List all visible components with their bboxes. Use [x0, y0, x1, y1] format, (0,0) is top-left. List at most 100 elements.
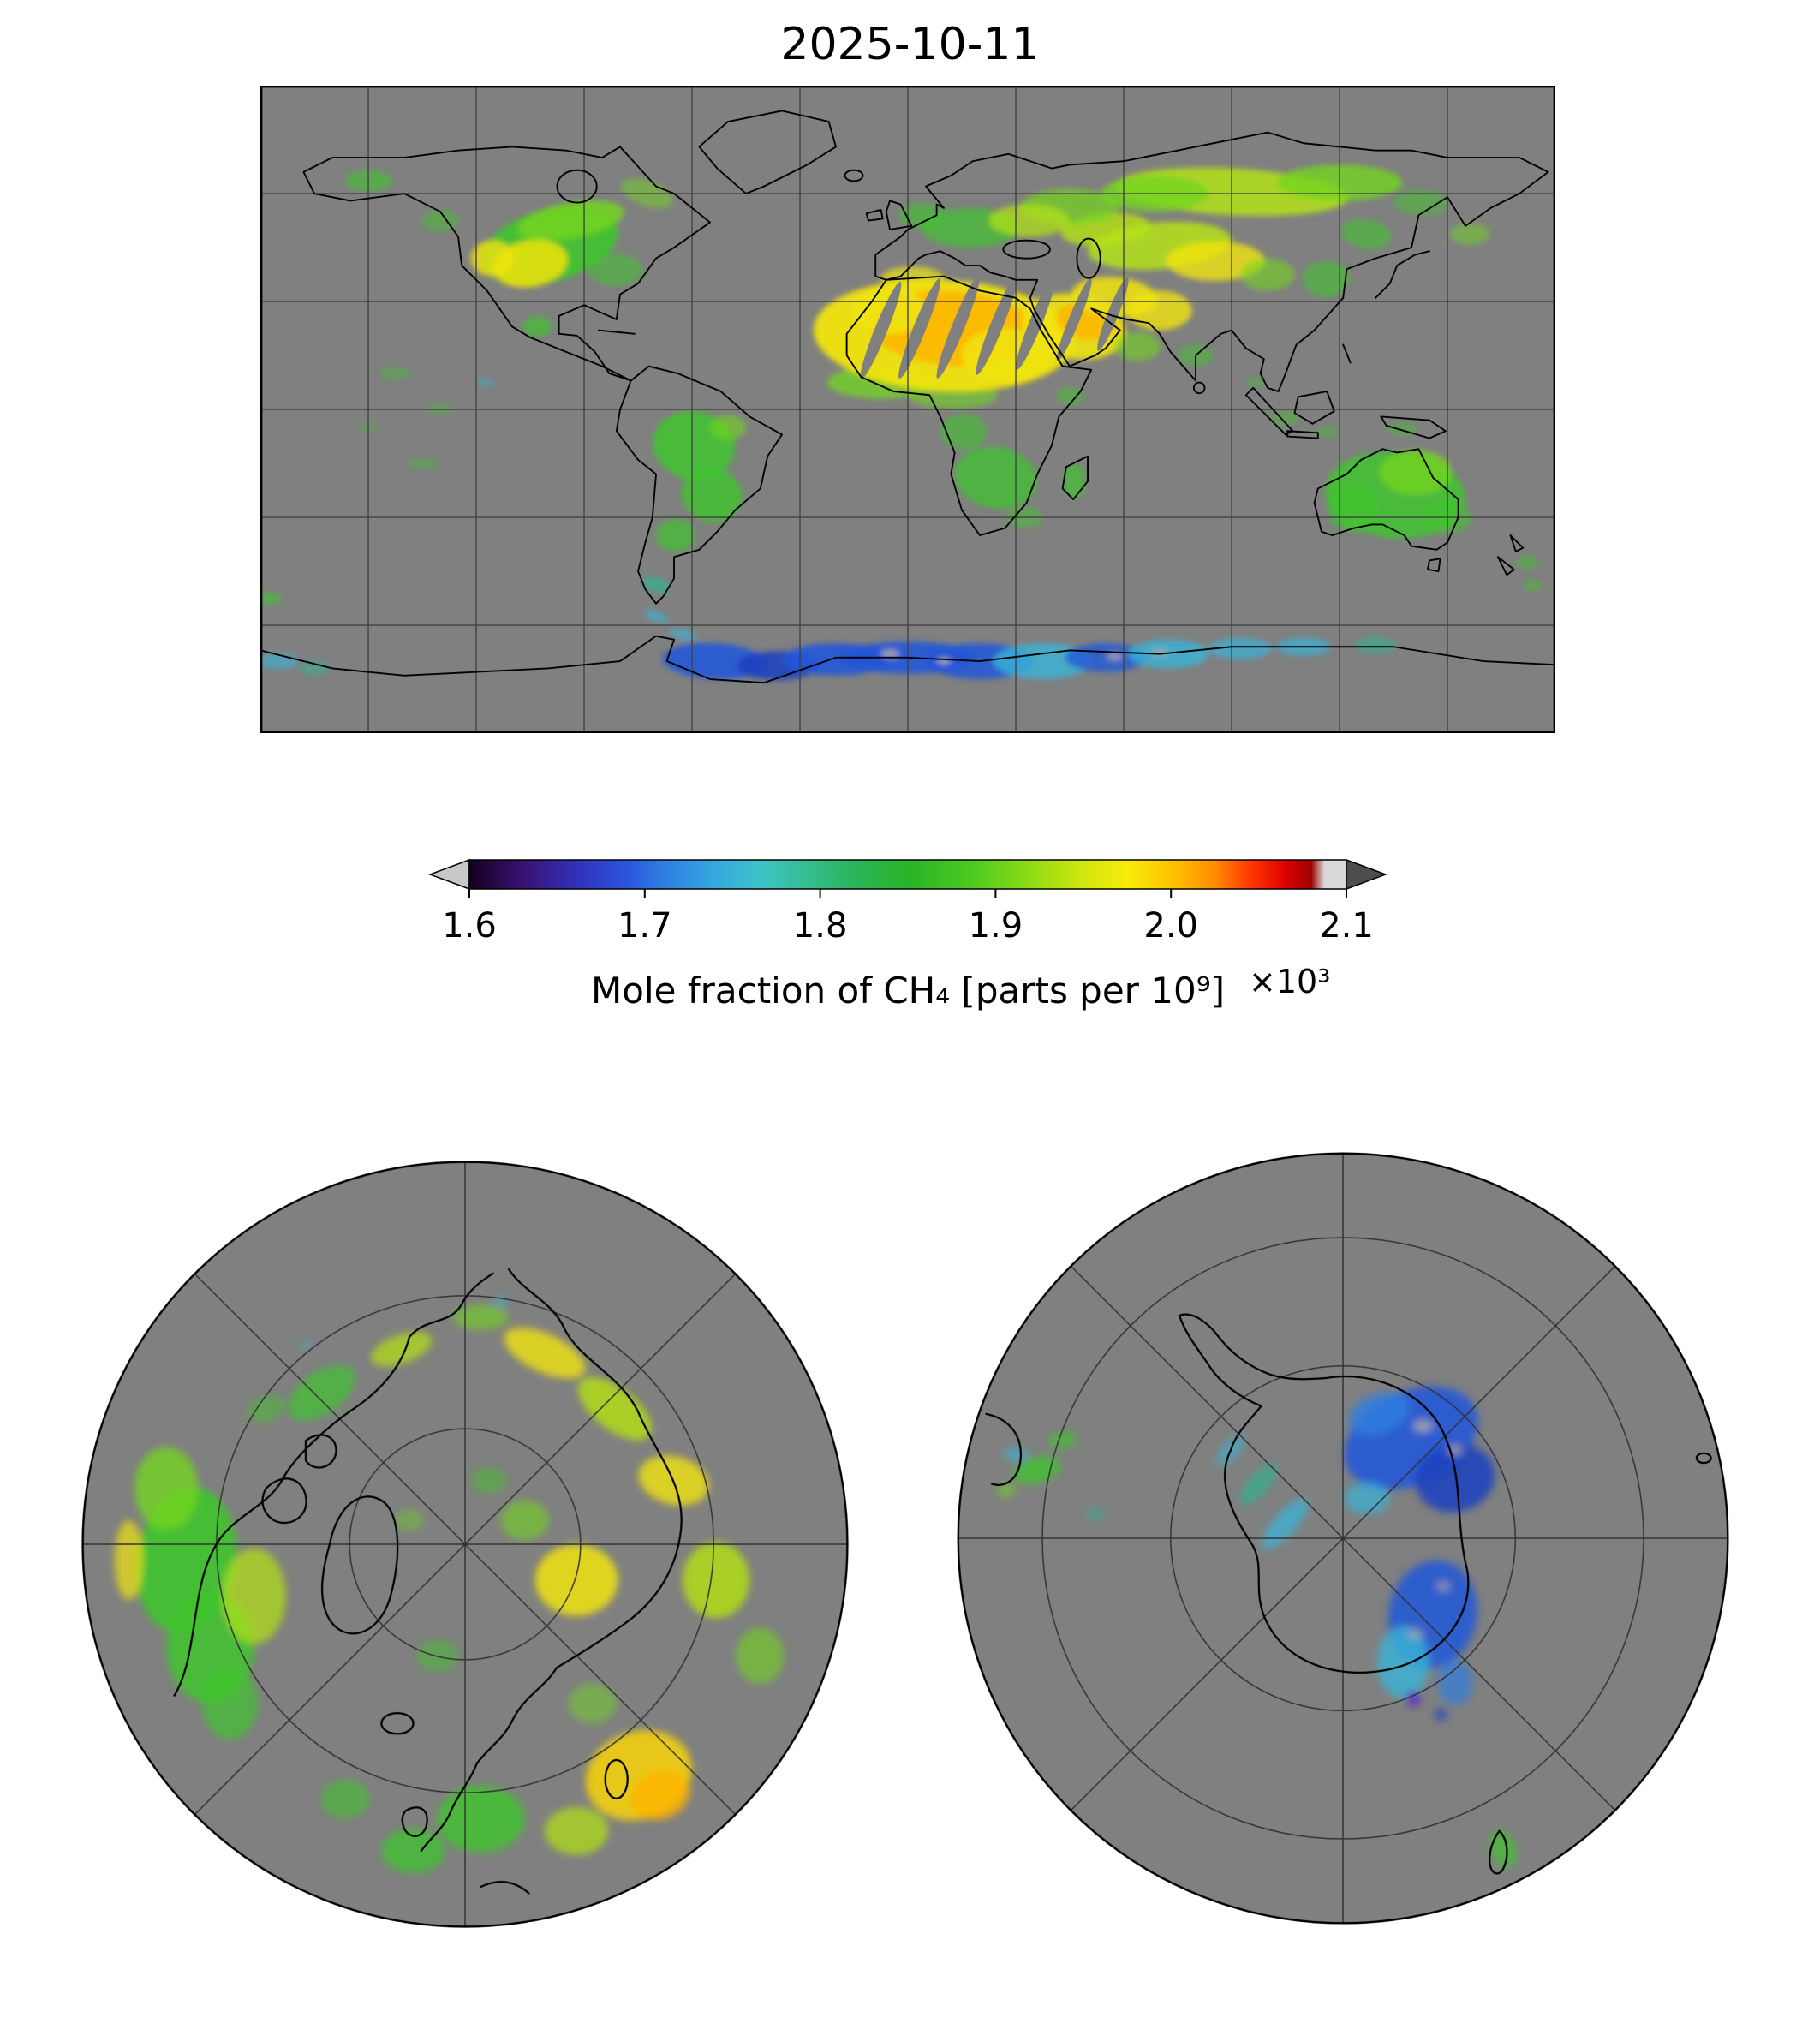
map-border — [260, 86, 1555, 733]
data-patch — [1413, 1420, 1433, 1432]
coastline-cuba — [597, 329, 636, 335]
data-patch — [1355, 636, 1396, 653]
colorbar-tick-label: 1.9 — [968, 906, 1023, 946]
data-patch — [668, 628, 698, 641]
coastline-south-america — [615, 365, 783, 605]
colorbar-multiplier: ×10³ — [1249, 963, 1331, 1000]
colorbar-over-arrow — [1346, 858, 1387, 891]
coastline-britain — [885, 200, 913, 230]
data-patch — [1084, 1507, 1105, 1521]
coastline-japan — [1375, 250, 1430, 299]
data-patch — [710, 415, 746, 440]
data-patch — [504, 1328, 586, 1379]
coastline-arctic-islands — [261, 1477, 307, 1525]
data-patch — [568, 1683, 617, 1724]
data-patch — [371, 1331, 433, 1367]
coastline-iceland — [844, 169, 864, 182]
colorbar-tick-label: 2.0 — [1143, 906, 1198, 946]
data-patch — [1097, 277, 1129, 351]
methane-data-layer — [996, 1386, 1518, 1868]
coastlines — [173, 1268, 683, 1895]
colorbar-label: Mole fraction of CH₄ [parts per 10⁹] — [591, 970, 1225, 1012]
coastline-madagascar — [1061, 455, 1089, 500]
south-polar-map — [957, 1152, 1729, 1925]
data-patch — [880, 649, 899, 659]
data-patch — [1515, 555, 1537, 570]
data-patch — [476, 378, 494, 387]
data-patch — [588, 254, 643, 287]
data-patch — [1380, 450, 1453, 495]
data-patch — [1434, 1708, 1447, 1722]
data-patch — [114, 1520, 144, 1601]
data-patch — [736, 1627, 784, 1684]
data-patch — [299, 1340, 313, 1350]
data-patch — [1377, 1626, 1429, 1699]
data-patch — [470, 240, 515, 277]
figure-title: 2025-10-11 — [780, 19, 1040, 70]
coastline-new-zealand — [1489, 1829, 1508, 1875]
data-patch — [453, 1304, 510, 1330]
data-patch — [1348, 1392, 1411, 1436]
coastlines — [260, 110, 1555, 684]
coastline-alaska — [408, 1272, 494, 1339]
coastline-south-america-tip — [985, 1412, 1022, 1486]
data-patch — [1489, 1830, 1518, 1868]
coastline-mediterranean — [480, 1881, 530, 1895]
data-patch — [134, 1447, 199, 1531]
methane-data-layer — [114, 1296, 784, 1874]
coastline-borneo — [1293, 391, 1335, 425]
coastline-java — [1286, 430, 1319, 439]
coastline-australia — [1313, 448, 1459, 551]
data-patch — [988, 204, 1070, 237]
data-patch — [898, 278, 941, 379]
data-patch — [202, 1668, 259, 1740]
data-patch — [1315, 426, 1337, 438]
data-patch — [1273, 411, 1298, 426]
coastline-eurasia — [874, 131, 1549, 392]
data-patch — [656, 519, 696, 552]
data-patch — [936, 274, 981, 379]
colorbar-under-arrow — [428, 858, 470, 891]
colorbar-tick-label: 1.7 — [617, 906, 672, 946]
coastline-caspian-sea — [1076, 237, 1101, 279]
data-patch — [1407, 1629, 1423, 1639]
data-patch — [1393, 189, 1447, 216]
colorbar-tick-label: 1.8 — [792, 906, 848, 946]
data-patch — [1128, 639, 1209, 669]
data-patch — [222, 1548, 286, 1644]
data-patch — [1524, 579, 1543, 593]
data-patch — [298, 661, 331, 676]
data-patch — [1113, 331, 1161, 361]
data-patch — [1244, 377, 1263, 388]
colorbar-tick-labels: 1.6 1.7 1.8 1.9 2.0 2.1 — [442, 906, 1374, 949]
data-patch — [437, 1785, 525, 1853]
coastline-new-zealand — [1496, 534, 1525, 576]
data-patch — [954, 446, 1037, 509]
colorbar-tick-marks — [468, 889, 1347, 898]
data-patch — [1107, 653, 1123, 660]
data-patch — [522, 315, 552, 337]
data-patch — [1240, 258, 1295, 291]
graticule — [958, 1153, 1728, 1924]
data-patch — [1302, 260, 1350, 297]
data-patch — [1016, 276, 1056, 370]
north-polar-map — [81, 1161, 849, 1928]
data-patch — [976, 274, 1018, 375]
data-patch — [860, 282, 902, 379]
data-patch — [1415, 1443, 1495, 1513]
data-patch — [644, 609, 668, 624]
data-patch — [1240, 1463, 1278, 1504]
colorbar — [428, 858, 1387, 898]
swath-gap-layer — [860, 274, 1129, 379]
data-patch — [471, 1467, 507, 1494]
coastline-iceland — [380, 1712, 415, 1735]
graticule — [260, 86, 1555, 733]
graticule — [82, 1161, 848, 1927]
coastline-new-guinea — [1380, 415, 1447, 439]
data-patch — [247, 1394, 285, 1423]
data-patch — [1047, 1432, 1077, 1449]
data-patch — [1127, 290, 1192, 331]
coastline-north-america — [173, 1336, 411, 1697]
coastline-scandinavia — [475, 1667, 558, 1764]
coastline-small-island — [1695, 1452, 1712, 1465]
